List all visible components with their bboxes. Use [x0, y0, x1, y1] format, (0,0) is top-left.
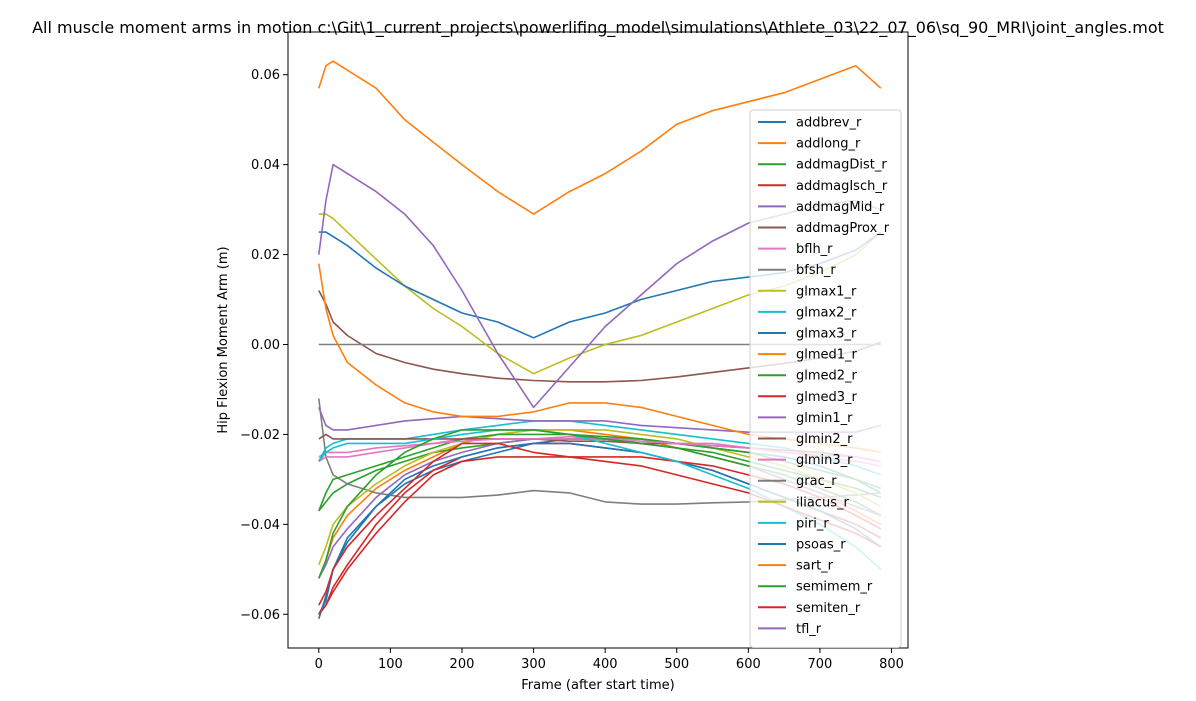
series-line-glmed1_r	[318, 60, 882, 215]
legend-label-glmed2_r: glmed2_r	[796, 369, 858, 384]
y-tick-label: 0.00	[251, 338, 280, 353]
plot-area-frame	[287, 31, 909, 649]
legend-label-glmin3_r: glmin3_r	[796, 453, 853, 468]
legend-label-addlong_r: addlong_r	[796, 137, 861, 152]
x-tick-label: 500	[664, 657, 689, 672]
legend-label-iliacus_r: iliacus_r	[796, 495, 849, 510]
x-axis-label: Frame (after start time)	[521, 678, 674, 693]
legend-label-sart_r: sart_r	[796, 559, 834, 574]
legend-label-glmax3_r: glmax3_r	[796, 327, 857, 342]
y-tick-label: 0.06	[251, 68, 280, 83]
legend-label-addmagIsch_r: addmagIsch_r	[796, 179, 888, 194]
x-tick-label: 100	[378, 657, 403, 672]
legend-label-addbrev_r: addbrev_r	[796, 116, 862, 131]
legend-label-glmin1_r: glmin1_r	[796, 411, 853, 426]
x-tick-label: 600	[736, 657, 761, 672]
legend-label-psoas_r: psoas_r	[796, 538, 846, 553]
y-tick-label: −0.04	[240, 518, 280, 533]
axes-layer: 0 100 200 300 400 500 600 700 800 −0.06 −0.04 −0.02…	[240, 68, 904, 672]
legend-label-addmagProx_r: addmagProx_r	[796, 221, 890, 236]
y-tick-label: 0.02	[251, 248, 280, 263]
legend-label-glmed1_r: glmed1_r	[796, 348, 858, 363]
x-tick-label: 0	[315, 657, 323, 672]
legend-label-addmagDist_r: addmagDist_r	[796, 158, 887, 173]
x-tick-label: 200	[450, 657, 475, 672]
legend: addbrev_r addlong_r addmagDist_r addmagIsch…	[749, 109, 902, 648]
x-tick-label: 700	[808, 657, 833, 672]
legend-label-addmagMid_r: addmagMid_r	[796, 200, 885, 215]
legend-label-semiten_r: semiten_r	[796, 601, 861, 616]
legend-label-grac_r: grac_r	[796, 474, 837, 489]
legend-label-bfsh_r: bfsh_r	[796, 263, 836, 278]
y-tick-label: −0.06	[240, 608, 280, 623]
legend-label-tfl_r: tfl_r	[796, 622, 822, 637]
x-tick-label: 800	[879, 657, 904, 672]
legend-label-bflh_r: bflh_r	[796, 242, 833, 257]
y-tick-label: −0.02	[240, 428, 280, 443]
y-tick-label: 0.04	[251, 158, 280, 173]
legend-label-glmin2_r: glmin2_r	[796, 432, 853, 447]
x-tick-label: 400	[593, 657, 618, 672]
x-tick-label: 300	[521, 657, 546, 672]
chart-title: All muscle moment arms in motion c:\Git\…	[32, 18, 1164, 38]
y-axis-label: Hip Flexion Moment Arm (m)	[216, 246, 231, 433]
legend-label-glmax1_r: glmax1_r	[796, 284, 857, 299]
legend-label-piri_r: piri_r	[796, 516, 829, 531]
legend-label-glmed3_r: glmed3_r	[796, 390, 858, 405]
legend-box	[749, 109, 902, 648]
legend-label-glmax2_r: glmax2_r	[796, 305, 857, 320]
legend-label-semimem_r: semimem_r	[796, 580, 873, 595]
